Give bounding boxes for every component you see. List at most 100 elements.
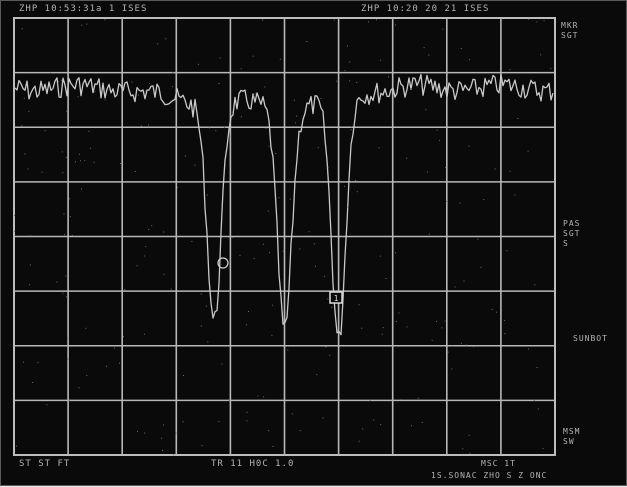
noise-speck bbox=[362, 428, 364, 430]
noise-speck bbox=[163, 424, 165, 426]
noise-speck bbox=[44, 130, 46, 132]
noise-speck bbox=[447, 351, 449, 353]
noise-speck bbox=[162, 450, 163, 451]
noise-speck bbox=[23, 97, 25, 99]
noise-speck bbox=[84, 160, 86, 162]
noise-speck bbox=[120, 163, 121, 164]
noise-speck bbox=[540, 54, 542, 56]
noise-speck bbox=[417, 397, 419, 399]
noise-speck bbox=[140, 125, 142, 127]
noise-speck bbox=[66, 110, 68, 112]
noise-speck bbox=[49, 72, 51, 74]
noise-speck bbox=[65, 156, 67, 158]
noise-speck bbox=[322, 417, 324, 419]
noise-speck bbox=[144, 432, 146, 434]
noise-speck bbox=[78, 153, 80, 155]
noise-speck bbox=[173, 454, 175, 456]
footer-left: ST ST FT bbox=[19, 459, 71, 469]
noise-speck bbox=[349, 80, 351, 82]
right-label-bottom: MSM SW bbox=[563, 427, 581, 446]
noise-speck bbox=[265, 127, 267, 129]
noise-speck bbox=[350, 129, 352, 131]
noise-speck bbox=[29, 235, 31, 237]
noise-speck bbox=[395, 321, 397, 322]
noise-speck bbox=[246, 324, 247, 326]
noise-speck bbox=[344, 185, 346, 187]
noise-speck bbox=[358, 440, 360, 442]
noise-speck bbox=[528, 348, 529, 350]
noise-speck bbox=[533, 400, 535, 402]
noise-speck bbox=[263, 396, 265, 398]
noise-speck bbox=[406, 326, 408, 328]
noise-speck bbox=[282, 250, 284, 252]
noise-speck bbox=[81, 188, 82, 190]
noise-speck bbox=[67, 337, 68, 339]
noise-speck bbox=[94, 91, 96, 93]
noise-speck bbox=[299, 430, 301, 432]
noise-speck bbox=[468, 145, 470, 147]
noise-speck bbox=[268, 430, 270, 432]
noise-speck bbox=[29, 284, 31, 286]
noise-speck bbox=[380, 59, 382, 61]
noise-speck bbox=[208, 127, 210, 129]
noise-speck bbox=[428, 54, 430, 56]
noise-speck bbox=[145, 90, 147, 92]
noise-speck bbox=[379, 255, 381, 257]
right-label-mid: PAS SGT S bbox=[563, 219, 581, 248]
noise-speck bbox=[468, 434, 470, 436]
noise-speck bbox=[89, 147, 91, 149]
right-label-top: MKR SGT bbox=[561, 21, 579, 40]
noise-speck bbox=[376, 19, 377, 21]
noise-speck bbox=[494, 168, 496, 170]
noise-speck bbox=[527, 18, 529, 20]
noise-speck bbox=[356, 82, 358, 83]
noise-speck bbox=[271, 304, 273, 306]
noise-speck bbox=[469, 452, 471, 454]
noise-speck bbox=[425, 109, 427, 111]
noise-speck bbox=[373, 419, 375, 421]
noise-speck bbox=[148, 124, 150, 126]
footer-right-top: MSC 1T bbox=[481, 459, 516, 468]
noise-speck bbox=[119, 362, 120, 364]
noise-speck bbox=[85, 327, 87, 329]
noise-speck bbox=[24, 153, 26, 155]
noise-speck bbox=[232, 237, 234, 239]
noise-speck bbox=[219, 57, 221, 59]
noise-speck bbox=[295, 122, 297, 124]
noise-speck bbox=[41, 171, 43, 173]
noise-speck bbox=[62, 172, 64, 174]
trace-line bbox=[14, 73, 554, 336]
noise-speck bbox=[81, 24, 83, 26]
footer-center: TR 11 H0C 1.0 bbox=[211, 459, 295, 469]
noise-speck bbox=[315, 265, 316, 267]
noise-speck bbox=[299, 248, 301, 250]
noise-speck bbox=[388, 76, 389, 78]
noise-speck bbox=[477, 238, 479, 240]
noise-speck bbox=[182, 421, 184, 423]
noise-speck bbox=[428, 233, 430, 235]
noise-speck bbox=[504, 333, 506, 335]
noise-speck bbox=[131, 81, 133, 83]
noise-speck bbox=[534, 284, 536, 286]
noise-speck bbox=[452, 345, 454, 347]
noise-speck bbox=[218, 421, 220, 423]
header-left: ZHP 10:53:31a 1 ISES bbox=[19, 4, 148, 14]
noise-speck bbox=[52, 88, 54, 90]
noise-speck bbox=[369, 399, 371, 401]
noise-speck bbox=[205, 305, 207, 307]
noise-speck bbox=[104, 99, 106, 101]
noise-speck bbox=[460, 342, 462, 344]
noise-speck bbox=[355, 180, 357, 181]
noise-speck bbox=[88, 130, 90, 132]
noise-speck bbox=[21, 125, 23, 127]
noise-speck bbox=[86, 23, 88, 25]
noise-speck bbox=[331, 306, 333, 308]
noise-speck bbox=[75, 161, 76, 163]
noise-speck bbox=[170, 288, 172, 290]
noise-speck bbox=[454, 286, 456, 288]
noise-speck bbox=[327, 298, 329, 300]
noise-speck bbox=[439, 139, 441, 141]
noise-speck bbox=[161, 437, 163, 439]
right-label-mid2: SUNBOT bbox=[573, 334, 608, 343]
